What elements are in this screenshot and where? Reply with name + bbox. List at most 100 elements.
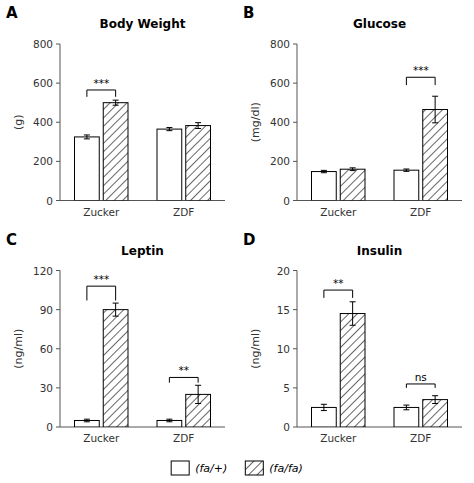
y-tick-label: 400 xyxy=(270,116,290,128)
error-bar xyxy=(432,96,438,123)
annotation: ** xyxy=(333,277,344,289)
title: Leptin xyxy=(121,244,164,258)
y-tick xyxy=(293,309,297,310)
plot-area xyxy=(312,96,448,200)
x-tick-label: Zucker xyxy=(320,432,357,444)
y-axis-label: (ng/ml) xyxy=(249,329,262,369)
error-bar xyxy=(195,123,201,129)
y-tick xyxy=(293,387,297,388)
panel-label: A xyxy=(6,4,18,22)
bar xyxy=(312,172,337,201)
error-bar xyxy=(350,302,356,325)
y-tick-label: 5 xyxy=(283,382,290,394)
y-tick xyxy=(56,44,60,45)
y-tick xyxy=(293,348,297,349)
y-tick-label: 0 xyxy=(46,421,53,433)
bar xyxy=(394,407,419,427)
y-tick-label: 15 xyxy=(277,304,290,316)
plot-area xyxy=(75,100,211,200)
legend-swatch xyxy=(171,461,189,475)
y-tick-label: 20 xyxy=(277,265,290,277)
panel-label: B xyxy=(243,4,254,22)
error-bar xyxy=(113,303,119,316)
x-tick-label: Zucker xyxy=(83,432,120,444)
y-tick xyxy=(56,83,60,84)
y-tick xyxy=(56,200,60,201)
x-tick-label: Zucker xyxy=(83,206,120,218)
error-bar xyxy=(403,405,409,410)
annotation: ns xyxy=(415,371,427,383)
error-bar xyxy=(432,396,438,404)
annotation: ** xyxy=(179,364,190,376)
x-tick-label: ZDF xyxy=(410,206,431,218)
y-axis xyxy=(297,44,298,201)
y-tick-label: 0 xyxy=(283,195,290,207)
annotation: *** xyxy=(93,273,109,285)
y-tick xyxy=(56,309,60,310)
title: Body Weight xyxy=(100,17,186,31)
legend-entry: (fa/fa) xyxy=(269,462,303,475)
y-tick-label: 30 xyxy=(40,382,53,394)
significance-bracket xyxy=(87,90,116,97)
plot-area xyxy=(312,302,448,427)
y-tick-label: 200 xyxy=(33,155,53,167)
y-tick-label: 800 xyxy=(270,38,290,50)
y-tick-label: 0 xyxy=(46,195,53,207)
y-axis-label: (g) xyxy=(12,114,25,130)
panel: DInsulin(ng/ml)05101520ZuckerZDF**ns xyxy=(243,231,462,445)
panel-label: D xyxy=(243,231,255,249)
y-axis xyxy=(297,271,298,428)
y-tick xyxy=(293,44,297,45)
bar xyxy=(340,314,365,427)
y-tick-label: 600 xyxy=(270,77,290,89)
y-tick xyxy=(56,387,60,388)
x-tick-label: ZDF xyxy=(410,432,431,444)
y-tick-label: 800 xyxy=(33,38,53,50)
bar xyxy=(75,137,100,201)
y-axis xyxy=(60,271,61,428)
significance-bracket xyxy=(406,77,435,85)
bar xyxy=(103,103,128,201)
error-bar xyxy=(403,169,409,171)
title: Glucose xyxy=(353,17,406,31)
error-bar xyxy=(321,404,327,410)
y-tick xyxy=(293,83,297,84)
annotation: *** xyxy=(93,77,109,89)
y-tick-label: 400 xyxy=(33,116,53,128)
x-tick-label: ZDF xyxy=(173,206,194,218)
legend-entry: (fa/+) xyxy=(195,462,227,475)
error-bar xyxy=(166,128,172,131)
y-tick xyxy=(56,122,60,123)
error-bar xyxy=(84,419,90,422)
y-axis-label: (mg/dl) xyxy=(249,102,262,142)
y-axis xyxy=(60,44,61,201)
y-tick xyxy=(293,122,297,123)
y-tick xyxy=(56,348,60,349)
panel: A Body Weight (g) 0 200 400 600 800 Zucker ZDF *** xyxy=(6,4,225,218)
panel: BGlucose(mg/dl)0200400600800ZuckerZDF*** xyxy=(243,4,462,218)
error-bar xyxy=(84,135,90,139)
y-tick xyxy=(293,270,297,271)
error-bar xyxy=(113,100,119,105)
y-tick-label: 600 xyxy=(33,77,53,89)
bar xyxy=(157,129,182,200)
bar xyxy=(186,126,211,201)
plot-area xyxy=(75,303,211,427)
annotation: *** xyxy=(413,64,429,76)
significance-bracket xyxy=(324,290,353,298)
y-tick-label: 120 xyxy=(33,265,53,277)
y-tick xyxy=(56,270,60,271)
y-tick xyxy=(56,161,60,162)
y-tick xyxy=(293,161,297,162)
significance-bracket xyxy=(169,377,198,382)
panel: CLeptin(ng/ml)0306090120ZuckerZDF***** xyxy=(6,231,225,445)
y-tick-label: 60 xyxy=(40,343,53,355)
bar xyxy=(103,310,128,427)
error-bar xyxy=(166,419,172,422)
bar xyxy=(340,169,365,200)
x-tick-label: Zucker xyxy=(320,206,357,218)
chart: ABody Weight(g)0200400600800ZuckerZDF***… xyxy=(0,0,474,483)
y-tick-label: 10 xyxy=(277,343,290,355)
bar xyxy=(394,170,419,200)
y-axis-label: (ng/ml) xyxy=(12,329,25,369)
